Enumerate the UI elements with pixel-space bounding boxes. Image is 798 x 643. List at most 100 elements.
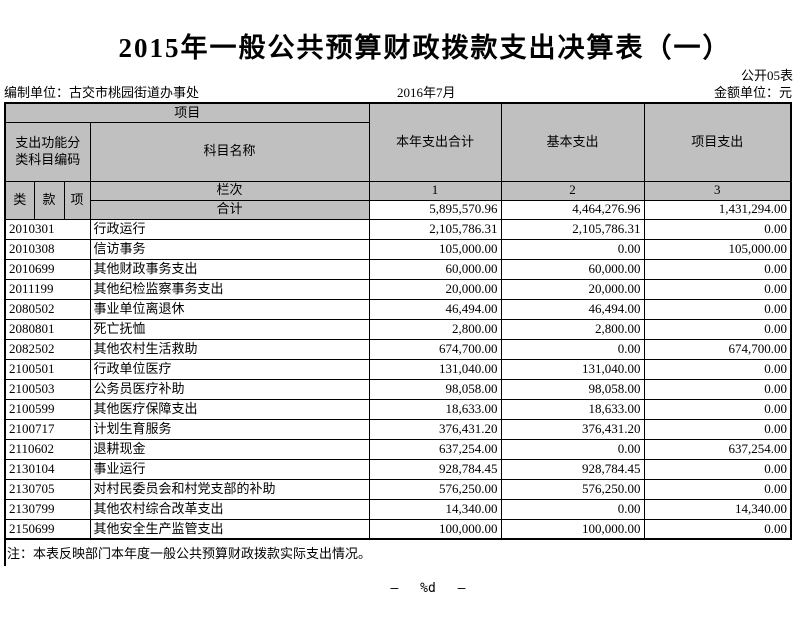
basic-cell: 98,058.00	[500, 378, 645, 400]
totals-basic: 4,464,276.96	[500, 199, 645, 220]
total-cell: 376,431.20	[368, 418, 502, 440]
subject-cell: 其他财政事务支出	[89, 258, 370, 280]
report-page: 2015年一般公共预算财政拨款支出决算表（一） 公开05表 编制单位：古交市桃园…	[0, 26, 798, 643]
project-cell: 0.00	[643, 298, 792, 320]
header-row-rank: 类 款 项 栏次 1 2 3	[4, 180, 792, 220]
subject-cell: 其他纪检监察事务支出	[89, 278, 370, 300]
total-cell: 637,254.00	[368, 438, 502, 460]
total-cell: 18,633.00	[368, 398, 502, 420]
table-row: 2082502 其他农村生活救助 674,700.00 0.00 674,700…	[4, 338, 792, 360]
code-cell: 2082502	[4, 338, 91, 360]
header-project-expense: 项目支出	[643, 102, 792, 182]
total-cell: 46,494.00	[368, 298, 502, 320]
basic-cell: 46,494.00	[500, 298, 645, 320]
header-class: 类	[4, 180, 35, 220]
table-row: 2150699 其他安全生产监管支出 100,000.00 100,000.00…	[4, 518, 792, 540]
doc-code: 公开05表	[740, 68, 793, 83]
project-cell: 0.00	[643, 518, 792, 540]
project-cell: 0.00	[643, 318, 792, 340]
code-cell: 2010699	[4, 258, 91, 280]
project-cell: 14,340.00	[643, 498, 792, 520]
table-row: 2010301 行政运行 2,105,786.31 2,105,786.31 0…	[4, 218, 792, 240]
header-clause: 款	[33, 180, 65, 220]
basic-cell: 0.00	[500, 438, 645, 460]
basic-cell: 20,000.00	[500, 278, 645, 300]
header-row-subject: 支出功能分类科目编码 科目名称	[4, 121, 791, 182]
prepared-by-label: 编制单位：古交市桃园街道办事处	[4, 85, 200, 100]
code-cell: 2130705	[4, 478, 91, 500]
totals-project: 1,431,294.00	[643, 199, 792, 220]
basic-cell: 0.00	[500, 238, 645, 260]
header-rank-3: 3	[643, 180, 792, 201]
subject-cell: 退耕现金	[89, 438, 370, 460]
code-cell: 2011199	[4, 278, 91, 300]
project-cell: 0.00	[643, 378, 792, 400]
total-cell: 2,800.00	[368, 318, 502, 340]
code-cell: 2100717	[4, 418, 91, 440]
page-title: 2015年一般公共预算财政拨款支出决算表（一）	[118, 33, 732, 63]
total-cell: 14,340.00	[368, 498, 502, 520]
table-row: 2011199 其他纪检监察事务支出 20,000.00 20,000.00 0…	[4, 278, 792, 300]
subject-cell: 对村民委员会和村党支部的补助	[89, 478, 370, 500]
table-row: 2100717 计划生育服务 376,431.20 376,431.20 0.0…	[4, 418, 792, 440]
table-row: 2100501 行政单位医疗 131,040.00 131,040.00 0.0…	[4, 358, 792, 380]
header-year-total: 本年支出合计	[368, 102, 502, 182]
table-row: 2110602 退耕现金 637,254.00 0.00 637,254.00	[4, 438, 792, 460]
subject-cell: 公务员医疗补助	[89, 378, 370, 400]
project-cell: 0.00	[643, 398, 792, 420]
header-function-code: 支出功能分类科目编码	[4, 121, 91, 182]
project-cell: 637,254.00	[643, 438, 792, 460]
header-row-project: 项目 本年支出合计 基本支出 项目支出	[4, 102, 792, 182]
total-cell: 674,700.00	[368, 338, 502, 360]
table-row: 2080502 事业单位离退休 46,494.00 46,494.00 0.00	[4, 298, 792, 320]
table-row: 2130799 其他农村综合改革支出 14,340.00 0.00 14,340…	[4, 498, 792, 520]
totals-row: 合计 5,895,570.96 4,464,276.96 1,431,294.0…	[5, 199, 792, 220]
table-row: 2010308 信访事务 105,000.00 0.00 105,000.00	[4, 238, 792, 260]
code-cell: 2010301	[4, 218, 91, 240]
meta-line: 编制单位：古交市桃园街道办事处 2016年7月 金额单位：元	[0, 84, 798, 101]
code-cell: 2130104	[4, 458, 91, 480]
basic-cell: 18,633.00	[500, 398, 645, 420]
total-cell: 2,105,786.31	[368, 218, 502, 240]
basic-cell: 131,040.00	[500, 358, 645, 380]
project-cell: 674,700.00	[643, 338, 792, 360]
total-cell: 131,040.00	[368, 358, 502, 380]
subject-cell: 行政单位医疗	[89, 358, 370, 380]
basic-cell: 2,105,786.31	[500, 218, 645, 240]
subject-cell: 事业运行	[89, 458, 370, 480]
header-subject-name: 科目名称	[89, 121, 370, 182]
project-cell: 0.00	[643, 358, 792, 380]
page-number-placeholder: — %d —	[390, 581, 466, 596]
header-rank-label: 栏次	[89, 180, 370, 201]
total-cell: 100,000.00	[368, 518, 502, 540]
code-cell: 2010308	[4, 238, 91, 260]
code-cell: 2130799	[4, 498, 91, 520]
project-cell: 0.00	[643, 458, 792, 480]
project-cell: 105,000.00	[643, 238, 792, 260]
basic-cell: 2,800.00	[500, 318, 645, 340]
total-cell: 105,000.00	[368, 238, 502, 260]
subject-cell: 信访事务	[89, 238, 370, 260]
code-cell: 2080801	[4, 318, 91, 340]
code-cell: 2100503	[4, 378, 91, 400]
subject-cell: 其他医疗保障支出	[89, 398, 370, 420]
expenditure-table: 项目 本年支出合计 基本支出 项目支出 支出功能分类科目编码 科目名称 类 款 …	[4, 102, 793, 540]
total-cell: 928,784.45	[368, 458, 502, 480]
project-cell: 0.00	[643, 478, 792, 500]
project-cell: 0.00	[643, 418, 792, 440]
code-cell: 2080502	[4, 298, 91, 320]
table-row: 2130705 对村民委员会和村党支部的补助 576,250.00 576,25…	[4, 478, 792, 500]
subject-cell: 其他农村生活救助	[89, 338, 370, 360]
subject-cell: 其他农村综合改革支出	[89, 498, 370, 520]
project-cell: 0.00	[643, 278, 792, 300]
subject-cell: 死亡抚恤	[89, 318, 370, 340]
subject-cell: 事业单位离退休	[89, 298, 370, 320]
footnote: 注：本表反映部门本年度一般公共预算财政拨款实际支出情况。	[4, 540, 787, 566]
basic-cell: 576,250.00	[500, 478, 645, 500]
basic-cell: 0.00	[500, 338, 645, 360]
total-cell: 576,250.00	[368, 478, 502, 500]
totals-year-total: 5,895,570.96	[368, 199, 502, 220]
header-rank-1: 1	[368, 180, 502, 201]
table-row: 2130104 事业运行 928,784.45 928,784.45 0.00	[4, 458, 792, 480]
header-project: 项目	[4, 102, 370, 123]
